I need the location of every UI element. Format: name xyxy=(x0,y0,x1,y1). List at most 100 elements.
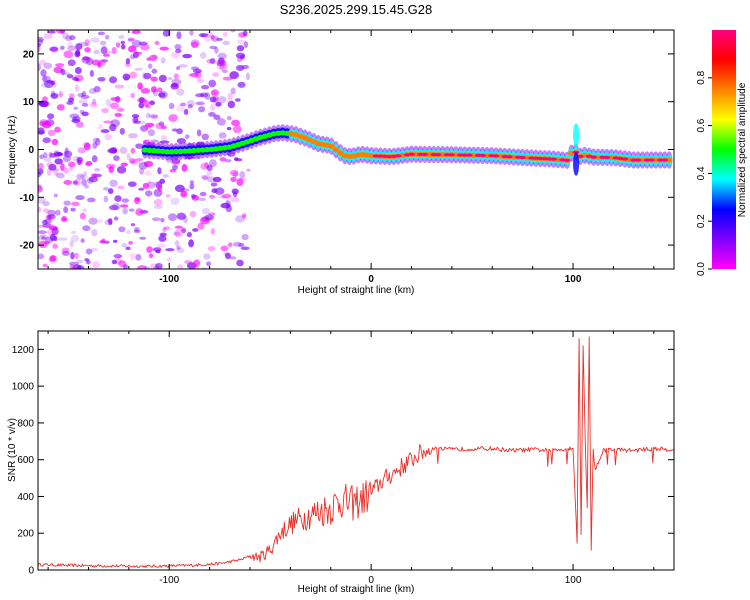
noise-speckle xyxy=(161,125,167,130)
noise-speckle xyxy=(79,109,85,115)
noise-speckle xyxy=(55,63,65,68)
noise-speckle xyxy=(173,73,179,80)
noise-speckle xyxy=(46,228,57,236)
noise-speckle xyxy=(91,229,98,237)
noise-speckle xyxy=(56,30,65,34)
noise-speckle xyxy=(174,240,180,247)
noise-speckle xyxy=(193,259,201,267)
noise-speckle xyxy=(131,30,141,34)
noise-speckle xyxy=(38,224,45,228)
noise-speckle xyxy=(105,163,116,169)
noise-speckle xyxy=(209,45,218,50)
noise-speckle xyxy=(135,253,142,261)
noise-speckle xyxy=(219,63,228,71)
noise-speckle xyxy=(42,223,52,228)
noise-speckle xyxy=(197,222,205,230)
noise-speckle xyxy=(104,34,110,40)
noise-speckle xyxy=(208,79,217,88)
noise-speckle xyxy=(128,45,137,53)
noise-speckle xyxy=(138,161,148,170)
noise-speckle xyxy=(242,30,248,37)
noise-speckle xyxy=(42,96,48,102)
noise-speckle xyxy=(196,78,204,83)
noise-speckle xyxy=(92,137,100,143)
colorbar: 0.0 0.2 0.4 0.6 0.8 Normalized spectral ampl… xyxy=(696,30,748,276)
y-tick-label: 0 xyxy=(28,566,34,577)
noise-speckle xyxy=(131,39,142,48)
noise-speckle xyxy=(171,78,182,86)
noise-speckle xyxy=(204,92,211,100)
noise-speckle xyxy=(134,197,141,205)
noise-speckle xyxy=(236,39,246,45)
noise-speckle xyxy=(189,210,197,218)
noise-speckle xyxy=(144,190,153,197)
noise-speckle xyxy=(125,246,131,251)
noise-speckle xyxy=(60,45,65,50)
noise-speckle xyxy=(66,101,74,105)
noise-speckle xyxy=(175,48,182,54)
noise-speckle xyxy=(196,129,202,137)
noise-speckle xyxy=(92,261,101,269)
noise-speckle xyxy=(156,243,167,249)
spectrogram-xlabel: Height of straight line (km) xyxy=(298,285,415,296)
colorbar-tick-label: 0.2 xyxy=(696,214,707,228)
noise-speckle xyxy=(201,133,210,141)
noise-speckle xyxy=(41,219,48,226)
noise-speckle xyxy=(113,155,120,161)
noise-speckle xyxy=(126,229,131,235)
noise-speckle xyxy=(154,40,160,45)
noise-speckle xyxy=(63,200,72,206)
noise-speckle xyxy=(224,252,231,260)
noise-speckle xyxy=(120,162,128,167)
noise-speckle xyxy=(211,91,217,95)
noise-speckle xyxy=(108,218,113,225)
noise-speckle xyxy=(73,178,81,186)
noise-speckle xyxy=(120,204,129,208)
noise-speckle xyxy=(67,45,77,51)
y-tick-label: 200 xyxy=(17,529,34,540)
ridge-segment xyxy=(505,155,513,159)
noise-speckle xyxy=(133,229,141,234)
noise-speckle xyxy=(150,114,159,120)
noise-speckle xyxy=(176,31,182,40)
noise-speckle xyxy=(150,139,159,143)
noise-speckle xyxy=(143,72,152,80)
noise-speckle xyxy=(140,44,150,51)
noise-speckle xyxy=(158,235,167,242)
noise-speckle xyxy=(186,99,195,107)
noise-speckle xyxy=(158,92,166,98)
noise-speckle xyxy=(111,259,118,265)
noise-speckle xyxy=(90,37,101,43)
noise-speckle xyxy=(112,239,118,243)
noise-speckle xyxy=(134,67,144,71)
noise-speckle xyxy=(158,121,165,127)
noise-speckle xyxy=(152,266,160,269)
noise-speckle xyxy=(227,100,236,109)
noise-speckle xyxy=(63,180,73,186)
noise-speckle xyxy=(168,114,178,123)
noise-speckle xyxy=(240,177,247,182)
noise-speckle xyxy=(139,168,145,175)
noise-speckle xyxy=(237,81,246,88)
colorbar-tick-label: 0.0 xyxy=(696,262,707,276)
noise-speckle xyxy=(38,253,45,260)
noise-speckle xyxy=(128,158,136,164)
noise-speckle xyxy=(134,51,143,55)
noise-speckle xyxy=(38,45,41,53)
noise-speckle xyxy=(46,113,55,120)
y-tick-label: 600 xyxy=(17,455,34,466)
noise-speckle xyxy=(94,167,101,172)
noise-speckle xyxy=(121,44,126,50)
noise-speckle xyxy=(42,120,52,129)
noise-speckle xyxy=(39,154,45,160)
noise-speckle xyxy=(199,191,207,197)
noise-speckle xyxy=(81,91,87,97)
noise-speckle xyxy=(118,34,125,40)
noise-speckle xyxy=(46,161,53,169)
noise-speckle xyxy=(160,135,168,141)
noise-speckle xyxy=(86,197,96,203)
ridge-layer xyxy=(141,123,673,176)
noise-speckle xyxy=(97,31,106,36)
noise-speckle xyxy=(93,49,100,55)
